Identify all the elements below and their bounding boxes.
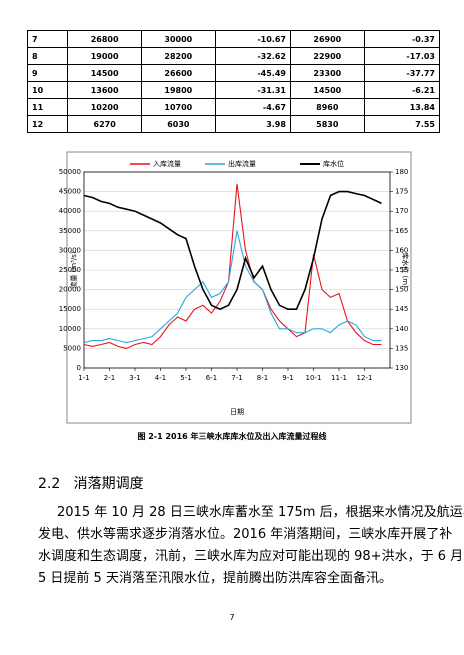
table-row: 9 14500 26600 -45.49 23300 -37.77 [26, 64, 441, 82]
paragraph: 2015 年 10 月 28 日三峡水库蓄水至 175m 后，根据来水情况及航运… [38, 502, 464, 590]
y2-tick-label: 130 [395, 364, 408, 372]
series-line [83, 190, 382, 311]
y2-tick-label: 165 [395, 227, 408, 235]
y-tick-label: 10000 [59, 325, 81, 333]
y-axis-label: 流量 (m³/s) [69, 251, 78, 289]
y-tick-label: 25000 [59, 266, 81, 274]
x-tick-label: 10-1 [306, 374, 322, 382]
y-tick-label: 20000 [59, 286, 81, 294]
table-cell: 10 [26, 81, 69, 99]
x-tick-label: 5-1 [180, 374, 191, 382]
y2-tick-label: 175 [395, 188, 408, 196]
y2-tick-label: 140 [395, 325, 408, 333]
y2-tick-label: 155 [395, 266, 408, 274]
x-tick-label: 2-1 [104, 374, 115, 382]
x-tick-label: 6-1 [206, 374, 217, 382]
table-row: 12 6270 6030 3.98 5830 7.55 [26, 115, 441, 133]
series-line [83, 230, 382, 344]
table-cell: -6.21 [363, 81, 441, 99]
x-tick-label: 9-1 [282, 374, 293, 382]
paragraph-line: 发电、供水等需求逐步消落水位。2016 年消落期间，三峡水库开展了补 [38, 527, 453, 542]
table-cell: 12 [26, 115, 69, 133]
legend-label: 出库流量 [228, 159, 256, 168]
chart-frame [66, 151, 412, 424]
y2-tick-label: 145 [395, 305, 408, 313]
y-tick-label: 0 [77, 364, 81, 372]
legend-label: 入库流量 [153, 159, 181, 168]
y2-tick-label: 160 [395, 246, 408, 254]
y-tick-label: 45000 [59, 188, 81, 196]
y-tick-label: 5000 [63, 344, 81, 352]
y-tick-label: 35000 [59, 227, 81, 235]
y-tick-label: 40000 [59, 207, 81, 215]
table-row: 10 13600 19800 -31.31 14500 -6.21 [26, 81, 441, 99]
table-cell: 7.55 [363, 115, 441, 133]
paragraph-line: 2015 年 10 月 28 日三峡水库蓄水至 175m 后，根据来水情况及航运… [57, 505, 464, 520]
paragraph-line: 5 日提前 5 天消落至汛限水位，提前腾出防洪库容全面备汛。 [38, 571, 392, 586]
section-heading: 2.2 消落期调度 [38, 473, 144, 493]
data-table: 7 26800 30000 -10.67 26900 -0.37 8 19000 28200 -3… [26, 30, 441, 133]
y2-axis-label: 库水位 (m) [401, 252, 410, 288]
y2-tick-label: 150 [395, 286, 408, 294]
x-tick-label: 12-1 [357, 374, 373, 382]
y-tick-label: 15000 [59, 305, 81, 313]
section-number: 2.2 [38, 476, 61, 492]
x-tick-label: 3-1 [129, 374, 140, 382]
y2-tick-label: 180 [395, 168, 408, 176]
series-line [83, 183, 382, 349]
chart: 日期 流量 (m³/s) 库水位 (m) 0 5000 10000 15000 2000… [59, 151, 412, 424]
table-cell: 6270 [67, 115, 142, 133]
x-tick-label: 7-1 [231, 374, 242, 382]
figure-caption: 图 2-1 2016 年三峡水库库水位及出入库流量过程线 [137, 432, 327, 441]
page-number: 7 [229, 613, 235, 622]
x-tick-label: 4-1 [155, 374, 166, 382]
table-cell: 5830 [289, 115, 365, 133]
y-tick-label: 30000 [59, 246, 81, 254]
plot-area [83, 171, 391, 369]
x-tick-label: 8-1 [257, 374, 268, 382]
x-tick-label: 11-1 [331, 374, 347, 382]
section-title: 消落期调度 [73, 476, 144, 492]
table-row: 8 19000 28200 -32.62 22900 -17.03 [26, 47, 441, 65]
legend-label: 库水位 [323, 159, 344, 168]
y2-tick-label: 170 [395, 207, 408, 215]
paragraph-line: 水调度和生态调度，汛前，三峡水库为应对可能出现的 98+洪水，于 6 月 [38, 549, 464, 564]
y2-tick-label: 135 [395, 344, 408, 352]
x-tick-label: 1-1 [78, 374, 89, 382]
table-cell: 3.98 [214, 115, 291, 133]
y-tick-label: 50000 [59, 168, 81, 176]
x-axis-label: 日期 [230, 408, 244, 416]
